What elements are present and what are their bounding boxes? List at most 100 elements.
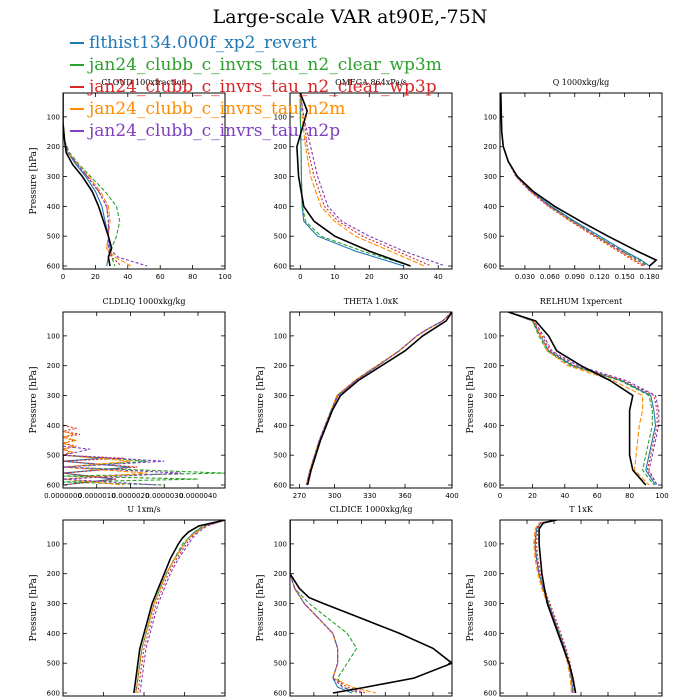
y-tick-label: 600 xyxy=(274,482,287,490)
y-axis-label: Pressure [hPa] xyxy=(256,574,266,641)
series-line xyxy=(500,93,658,267)
y-tick-label: 600 xyxy=(484,263,497,271)
legend-swatch xyxy=(70,86,84,88)
series-line xyxy=(533,520,573,694)
series-line xyxy=(507,312,660,486)
x-tick-label: 40 xyxy=(123,273,132,281)
series-line xyxy=(135,520,225,694)
plot-frame xyxy=(499,92,663,270)
series-line xyxy=(305,312,452,486)
series-line xyxy=(507,312,655,486)
series-line xyxy=(63,93,113,267)
y-tick-label: 400 xyxy=(484,630,497,638)
x-tick-label: 0.030 xyxy=(515,273,535,281)
y-tick-label: 300 xyxy=(47,600,60,608)
y-tick-label: 500 xyxy=(47,660,60,668)
y-tick-label: 600 xyxy=(47,690,60,698)
series-line xyxy=(507,312,657,486)
y-tick-label: 200 xyxy=(47,570,60,578)
series-line xyxy=(500,93,647,267)
y-tick-label: 400 xyxy=(274,422,287,430)
y-tick-label: 400 xyxy=(47,630,60,638)
y-tick-label: 200 xyxy=(484,143,497,151)
y-tick-label: 400 xyxy=(484,203,497,211)
y-tick-label: 600 xyxy=(274,690,287,698)
panel-title: Q 1000xkg/kg xyxy=(553,78,610,87)
plot-frame xyxy=(499,519,663,697)
series-line xyxy=(507,312,650,486)
x-tick-label: 0.0000010 xyxy=(78,492,116,500)
y-tick-label: 200 xyxy=(47,362,60,370)
y-tick-label: 300 xyxy=(274,600,287,608)
legend-entry: flthist134.000f_xp2_revert xyxy=(70,32,442,54)
x-tick-label: 100 xyxy=(655,492,668,500)
series-line xyxy=(63,93,132,267)
plot-frame xyxy=(62,311,226,489)
x-tick-label: 270 xyxy=(293,492,306,500)
series-line xyxy=(63,430,148,486)
plot-frame xyxy=(289,92,453,270)
series-line xyxy=(139,520,225,694)
series-line xyxy=(534,520,574,694)
legend-swatch xyxy=(70,130,84,132)
x-tick-label: 30 xyxy=(399,273,408,281)
chart-panel: 1002003004005006000.00000000.00000100.00… xyxy=(29,297,226,500)
x-tick-label: 0.0000000 xyxy=(44,492,82,500)
series-line xyxy=(299,93,446,267)
plot-frame xyxy=(289,519,453,697)
y-tick-label: 500 xyxy=(484,660,497,668)
series-line xyxy=(290,520,376,694)
plot-frame xyxy=(289,311,453,489)
chart-panel: 100 200 300 400 500 600 0.030 0.060 0.090 0.120 0.… xyxy=(484,78,663,281)
x-tick-label: 40 xyxy=(434,273,443,281)
x-tick-label: 0.060 xyxy=(540,273,560,281)
x-tick-label: 0.0000040 xyxy=(179,492,217,500)
x-tick-label: 0 xyxy=(298,273,302,281)
series-line xyxy=(137,520,225,694)
y-axis-label: Pressure [hPa] xyxy=(29,574,39,641)
plot-frame xyxy=(62,519,226,697)
legend-entry: jan24_clubb_c_invrs_tau_n2m xyxy=(70,98,442,120)
panel-title: T 1xK xyxy=(569,505,593,514)
y-tick-label: 500 xyxy=(47,452,60,460)
y-tick-label: 600 xyxy=(484,482,497,490)
panel-title: OMEGA 864xPa/s xyxy=(335,78,407,87)
chart-panel: 100 200 300 400 500 600 0 10 20 30 40 OMEGA 864xPa/… xyxy=(274,78,453,281)
panel-title: RELHUM 1xpercent xyxy=(540,297,623,306)
series-line xyxy=(296,93,411,267)
series-line xyxy=(500,93,649,267)
x-tick-label: 20 xyxy=(365,273,374,281)
y-tick-label: 100 xyxy=(47,113,60,121)
x-tick-label: 330 xyxy=(363,492,376,500)
x-tick-label: 0.0000030 xyxy=(145,492,183,500)
panel-title: CLDLIQ 1000xkg/kg xyxy=(103,297,186,306)
x-tick-label: 0.180 xyxy=(640,273,660,281)
figure-title: Large-scale VAR at90E,-75N xyxy=(212,6,488,28)
legend-label: flthist134.000f_xp2_revert xyxy=(89,33,317,53)
series-line xyxy=(133,520,225,694)
x-tick-label: 60 xyxy=(593,492,602,500)
legend-label: jan24_clubb_c_invrs_tau_n2p xyxy=(89,121,341,141)
series-line xyxy=(306,312,452,486)
y-axis-label: Pressure [hPa] xyxy=(466,574,476,641)
series-line xyxy=(538,520,577,694)
y-tick-label: 100 xyxy=(47,540,60,548)
series-line xyxy=(299,93,425,267)
y-tick-label: 200 xyxy=(47,143,60,151)
series-line xyxy=(305,312,452,486)
legend-swatch xyxy=(70,42,84,44)
legend-label: jan24_clubb_c_invrs_tau_n2m xyxy=(89,99,346,119)
y-tick-label: 100 xyxy=(274,540,287,548)
y-tick-label: 100 xyxy=(484,332,497,340)
series-line xyxy=(305,312,452,486)
panel-title: U 1xm/s xyxy=(127,505,160,514)
series-line xyxy=(305,312,452,486)
x-tick-label: 0.090 xyxy=(565,273,585,281)
series-line xyxy=(500,93,650,267)
y-tick-label: 400 xyxy=(274,203,287,211)
legend-swatch xyxy=(70,108,84,110)
chart-panel: 100 200 300 400 500 600 270 300 330 360 400 THETA 1… xyxy=(256,297,459,500)
y-tick-label: 300 xyxy=(484,392,497,400)
